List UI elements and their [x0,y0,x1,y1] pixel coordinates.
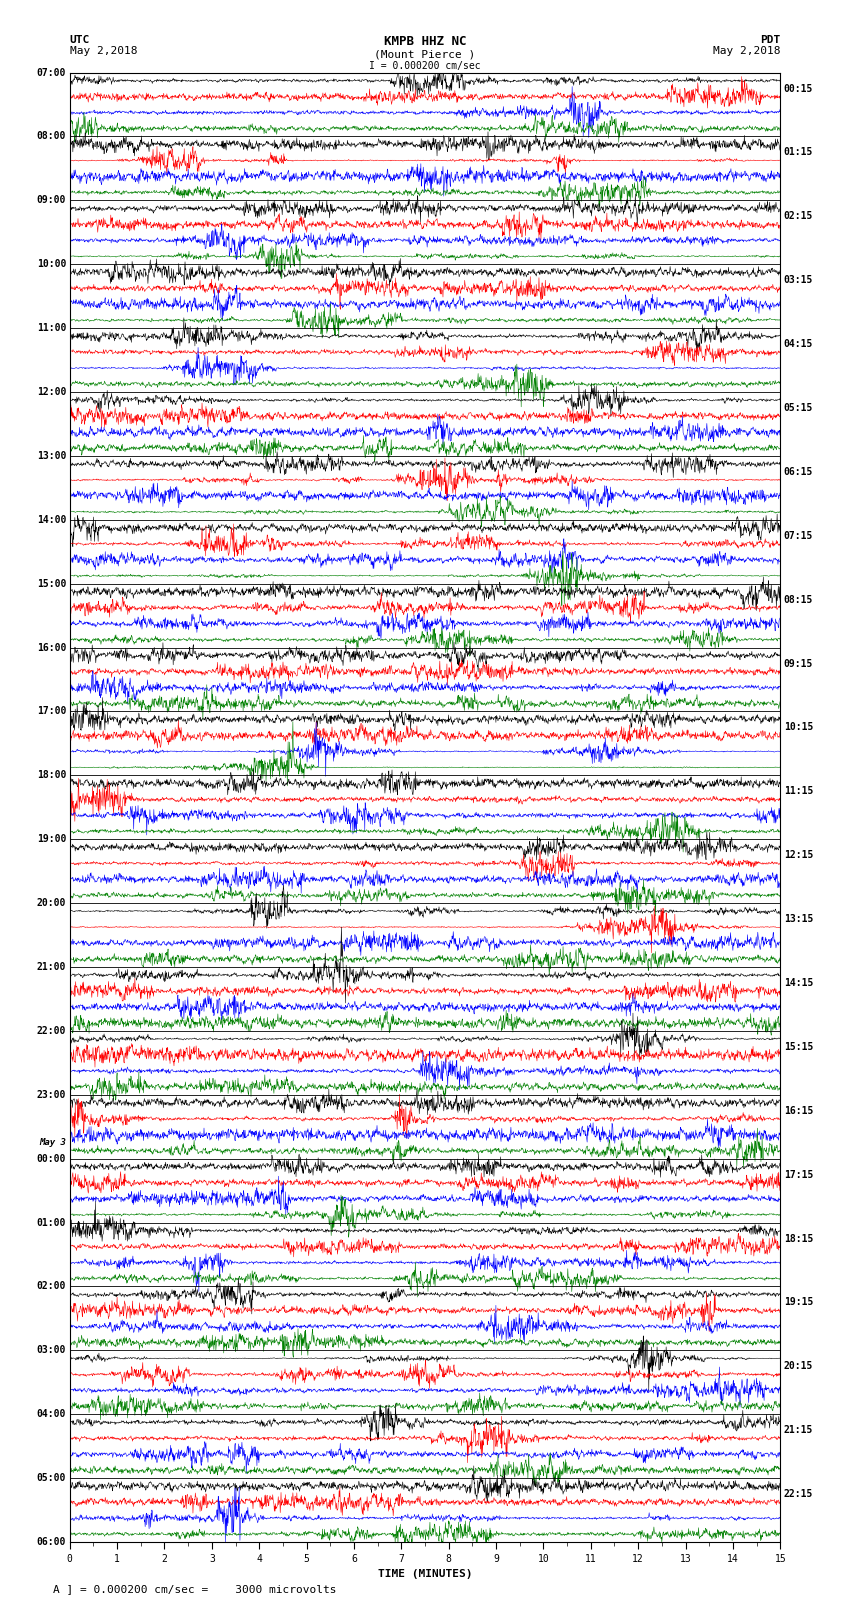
Text: PDT: PDT [760,35,780,45]
Text: 01:00: 01:00 [37,1218,66,1227]
Text: 23:00: 23:00 [37,1090,66,1100]
Text: 02:00: 02:00 [37,1281,66,1292]
Text: 13:00: 13:00 [37,452,66,461]
Text: 19:00: 19:00 [37,834,66,844]
Text: May 3: May 3 [39,1139,66,1147]
Text: 12:15: 12:15 [784,850,813,860]
Text: 07:15: 07:15 [784,531,813,540]
Text: 14:00: 14:00 [37,515,66,524]
Text: 17:15: 17:15 [784,1169,813,1179]
Text: 05:00: 05:00 [37,1473,66,1482]
Text: A ] = 0.000200 cm/sec =    3000 microvolts: A ] = 0.000200 cm/sec = 3000 microvolts [53,1584,337,1594]
Text: 17:00: 17:00 [37,706,66,716]
Text: 11:00: 11:00 [37,323,66,334]
Text: 21:00: 21:00 [37,961,66,973]
Text: 08:15: 08:15 [784,595,813,605]
Text: 18:00: 18:00 [37,771,66,781]
Text: 06:15: 06:15 [784,466,813,477]
Text: May 2,2018: May 2,2018 [70,47,137,56]
Text: 15:15: 15:15 [784,1042,813,1052]
Text: UTC: UTC [70,35,90,45]
Text: 20:00: 20:00 [37,898,66,908]
Text: 06:00: 06:00 [37,1537,66,1547]
Text: 04:15: 04:15 [784,339,813,348]
Text: 11:15: 11:15 [784,786,813,797]
Text: 15:00: 15:00 [37,579,66,589]
Text: KMPB HHZ NC: KMPB HHZ NC [383,35,467,48]
Text: 22:00: 22:00 [37,1026,66,1036]
Text: 03:15: 03:15 [784,276,813,286]
Text: 22:15: 22:15 [784,1489,813,1498]
Text: 16:15: 16:15 [784,1107,813,1116]
Text: 03:00: 03:00 [37,1345,66,1355]
Text: 00:00: 00:00 [37,1153,66,1163]
Text: 09:00: 09:00 [37,195,66,205]
Text: 12:00: 12:00 [37,387,66,397]
Text: 08:00: 08:00 [37,132,66,142]
Text: 07:00: 07:00 [37,68,66,77]
Text: 18:15: 18:15 [784,1234,813,1244]
Text: 16:00: 16:00 [37,642,66,653]
Text: I = 0.000200 cm/sec: I = 0.000200 cm/sec [369,61,481,71]
Text: 10:00: 10:00 [37,260,66,269]
Text: 09:15: 09:15 [784,658,813,668]
Text: 13:15: 13:15 [784,915,813,924]
Text: 14:15: 14:15 [784,977,813,989]
Text: 05:15: 05:15 [784,403,813,413]
Text: 00:15: 00:15 [784,84,813,94]
Text: 21:15: 21:15 [784,1426,813,1436]
Text: (Mount Pierce ): (Mount Pierce ) [374,50,476,60]
Text: 01:15: 01:15 [784,147,813,158]
Text: 19:15: 19:15 [784,1297,813,1308]
Text: 20:15: 20:15 [784,1361,813,1371]
Text: 10:15: 10:15 [784,723,813,732]
Text: 02:15: 02:15 [784,211,813,221]
Text: 04:00: 04:00 [37,1410,66,1419]
Text: May 2,2018: May 2,2018 [713,47,780,56]
X-axis label: TIME (MINUTES): TIME (MINUTES) [377,1569,473,1579]
